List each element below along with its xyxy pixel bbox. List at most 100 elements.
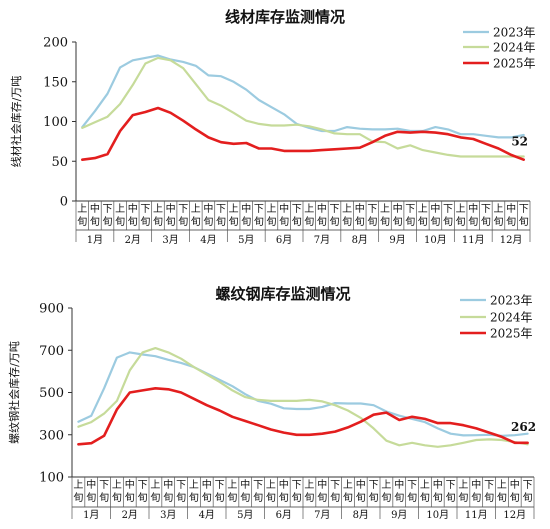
y-tick-label: 50 [51,155,68,170]
x-month-label: 2月 [125,234,141,246]
x-period-label: 中旬 [128,202,138,228]
data-point [142,389,144,391]
x-period-label: 下旬 [481,204,491,228]
data-point [501,439,503,441]
data-point [422,131,424,133]
data-point [447,154,449,156]
x-month-label: 11月 [462,234,485,246]
x-period-label: 下旬 [484,480,494,504]
x-period-label: 中旬 [317,478,327,504]
data-point [103,387,105,389]
x-period-label: 下旬 [254,204,264,228]
data-point [182,61,184,63]
data-point [321,149,323,151]
x-period-label: 中旬 [90,202,100,228]
data-point [411,416,413,418]
legend-label: 2025年 [493,57,536,71]
data-point [371,141,373,143]
data-point [193,398,195,400]
data-point [409,132,411,134]
x-period-label: 中旬 [506,202,516,228]
data-point [488,438,490,440]
data-point [103,435,105,437]
x-period-label: 上旬 [266,203,276,228]
data-point [510,154,512,156]
x-period-label: 下旬 [405,204,415,228]
data-point [180,358,182,360]
data-point [220,75,222,77]
data-point [132,84,134,86]
data-point [385,440,387,442]
data-point [384,135,386,137]
data-point [296,400,298,402]
y-tick-label: 300 [39,428,64,443]
x-month-label: 7月 [314,509,330,521]
data-point [334,130,336,132]
chart-title: 螺纹钢库存监测情况 [215,285,350,303]
data-point [475,439,477,441]
data-point [398,415,400,417]
data-point [116,400,118,402]
data-point [321,406,323,408]
x-period-label: 上旬 [456,203,466,228]
data-point [308,399,310,401]
data-point [81,127,83,129]
x-period-label: 中旬 [279,202,289,228]
x-month-label: 5月 [238,234,254,246]
data-point [270,400,272,402]
data-point [182,67,184,69]
x-period-label: 上旬 [342,203,352,228]
x-month-label: 10月 [426,509,449,521]
x-period-label: 上旬 [115,203,125,228]
data-point [271,125,273,127]
data-point [359,133,361,135]
data-point [170,112,172,114]
data-point [119,130,121,132]
data-point [207,136,209,138]
data-point [231,389,233,391]
x-period-label: 上旬 [458,479,468,504]
data-point [283,400,285,402]
x-period-label: 下旬 [216,204,226,228]
data-point [142,351,144,353]
x-period-label: 中旬 [279,478,289,504]
x-period-label: 下旬 [523,480,533,504]
data-point [373,427,375,429]
data-point [231,416,233,418]
data-point [437,422,439,424]
data-point [371,128,373,130]
data-point [283,407,285,409]
data-point [424,444,426,446]
x-period-label: 中旬 [317,202,327,228]
data-point [397,131,399,133]
legend-label: 2024年 [490,311,533,325]
data-point [384,128,386,130]
data-point [220,141,222,143]
data-point [409,144,411,146]
data-point [321,128,323,130]
data-point [296,434,298,436]
x-period-label: 中旬 [468,202,478,228]
data-point [398,419,400,421]
x-month-label: 12月 [503,509,526,521]
legend-label: 2023年 [493,26,536,40]
data-point [207,99,209,101]
data-point [434,132,436,134]
x-period-label: 上旬 [381,479,391,504]
x-month-label: 4月 [200,234,216,246]
x-period-label: 下旬 [292,480,302,504]
x-period-label: 上旬 [73,479,83,504]
data-point [154,347,156,349]
y-tick-label: 100 [43,115,68,130]
x-month-label: 10月 [424,234,447,246]
x-month-label: 7月 [314,234,330,246]
data-point [347,410,349,412]
data-point [107,153,109,155]
data-point [144,63,146,65]
data-point [359,128,361,130]
data-point [308,125,310,127]
x-period-label: 上旬 [266,479,276,504]
chart-title: 线材库存监测情况 [225,8,345,26]
data-point [514,434,516,436]
